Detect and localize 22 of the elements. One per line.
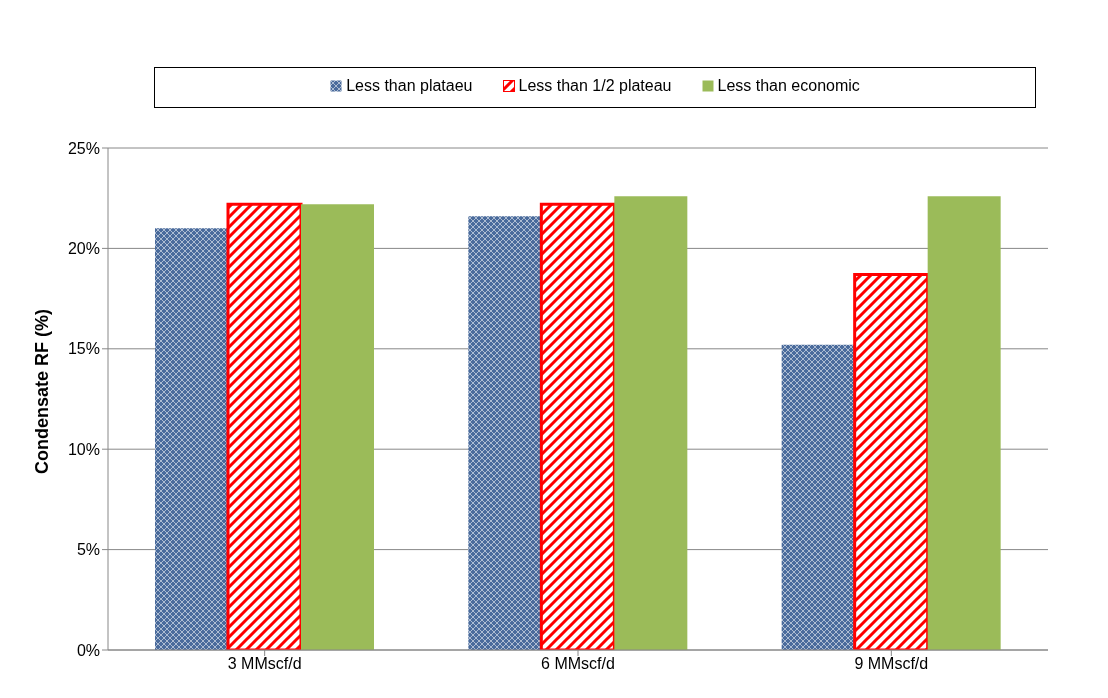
bar [226, 202, 303, 650]
y-tick-label: 0% [76, 641, 100, 659]
bar [781, 344, 855, 650]
bar [155, 228, 228, 650]
x-tick-label: 6 MMscf/d [541, 655, 615, 673]
bar [301, 204, 374, 650]
legend-label: Less than plataeu [346, 77, 473, 95]
bar [468, 216, 542, 650]
x-tick-label: 3 MMscf/d [227, 655, 302, 673]
legend-label: Less than 1/2 plateau [518, 77, 672, 95]
bar [539, 202, 616, 650]
bar [614, 196, 688, 650]
y-tick-label: 20% [67, 240, 100, 258]
y-tick-label: 10% [67, 440, 100, 458]
legend-label: Less than economic [717, 77, 860, 95]
y-tick-label: 15% [67, 340, 100, 358]
y-axis-title: Condensate RF (%) [32, 308, 53, 474]
bar [853, 273, 930, 650]
y-tick-label: 5% [76, 541, 100, 559]
bar [927, 196, 1001, 650]
x-tick-label: 9 MMscf/d [854, 655, 929, 673]
y-tick-label: 25% [67, 139, 100, 157]
